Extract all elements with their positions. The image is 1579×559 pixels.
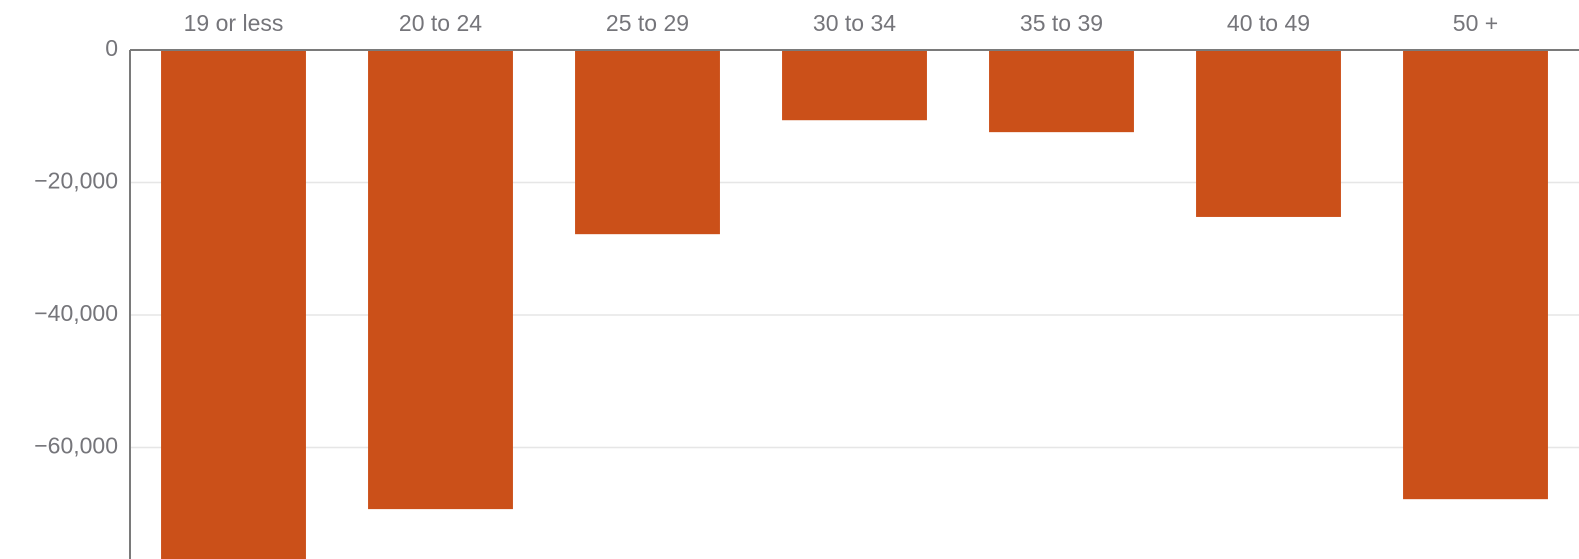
bar: [782, 50, 927, 121]
x-tick-label: 30 to 34: [813, 10, 896, 36]
bar: [575, 50, 720, 235]
y-tick-label: −20,000: [34, 168, 118, 194]
x-tick-label: 19 or less: [184, 10, 284, 36]
x-tick-label: 50 +: [1453, 10, 1498, 36]
y-tick-label: −40,000: [34, 300, 118, 326]
x-tick-label: 40 to 49: [1227, 10, 1310, 36]
x-tick-label: 25 to 29: [606, 10, 689, 36]
y-tick-label: −60,000: [34, 433, 118, 459]
y-tick-label: 0: [105, 35, 118, 61]
bar: [1403, 50, 1548, 500]
bar: [368, 50, 513, 510]
bar: [989, 50, 1134, 133]
bar: [1196, 50, 1341, 217]
bar: [161, 50, 306, 559]
x-tick-label: 35 to 39: [1020, 10, 1103, 36]
x-tick-label: 20 to 24: [399, 10, 482, 36]
